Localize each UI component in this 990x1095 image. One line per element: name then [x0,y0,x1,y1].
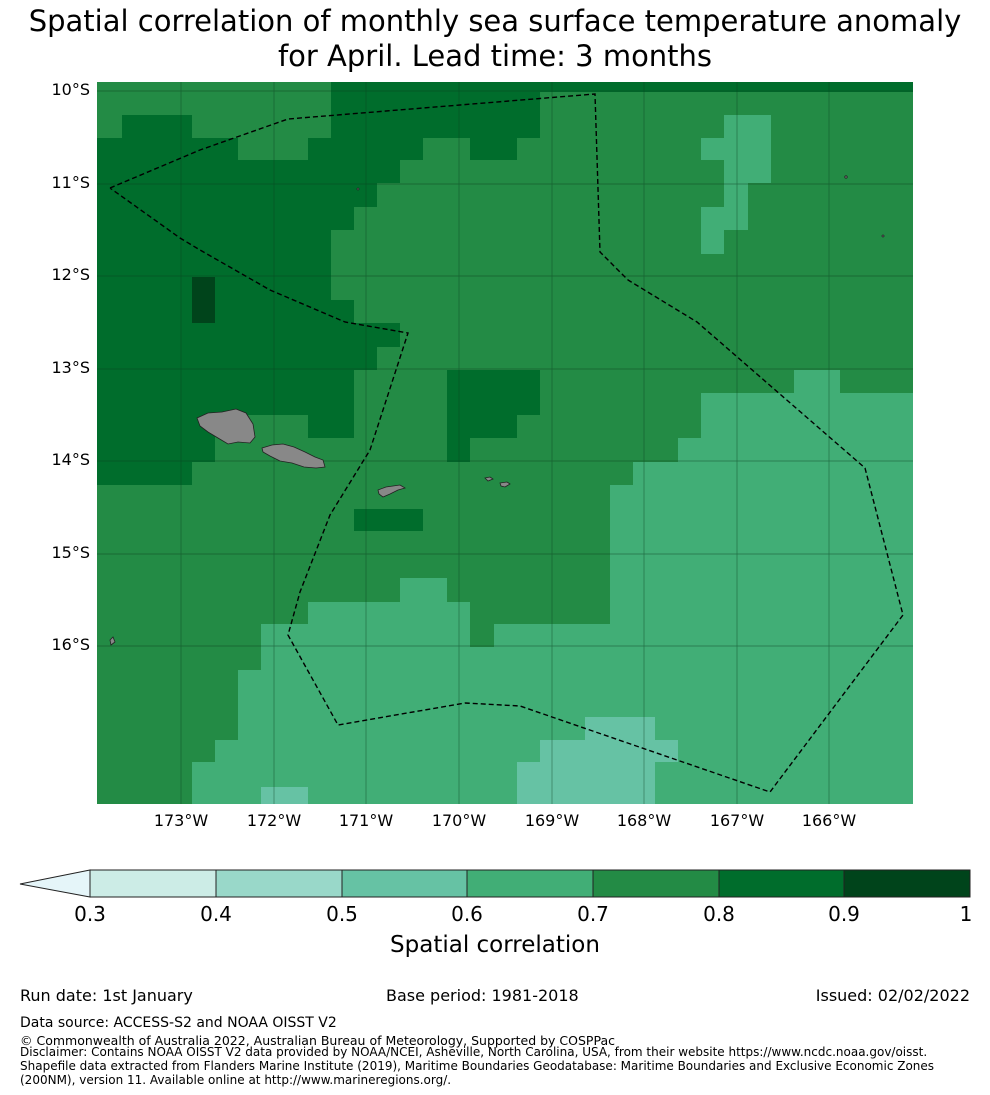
colorbar-tick-1: 1 [959,902,973,926]
colorbar-extend-arrow [19,869,91,898]
lat-label-16s: 16°S [51,635,90,654]
wallis-islet [109,636,116,646]
disclaimer: Disclaimer: Contains NOAA OISST V2 data … [20,1045,935,1087]
swains-island [356,187,360,191]
lon-label-170w: 170°W [431,811,487,830]
colorbar-bin-3 [341,869,468,898]
lon-label-169w: 169°W [524,811,580,830]
manua-island-1 [484,476,494,482]
lon-label-168w: 168°W [616,811,672,830]
lat-label-13s: 13°S [51,358,90,377]
colorbar-bin-1 [89,869,217,898]
title-line-2: for April. Lead time: 3 months [277,39,713,73]
colorbar-tick-0.7: 0.7 [577,902,609,926]
lat-label-11s: 11°S [51,173,90,192]
correlation-zone-0.6-0.7 [97,115,913,804]
colorbar-tick-0.3: 0.3 [74,902,106,926]
correlation-zone-0.9-1 [192,277,215,323]
colorbar [19,869,971,898]
colorbar-tick-0.9: 0.9 [828,902,860,926]
copyright: © Commonwealth of Australia 2022, Austra… [20,1033,615,1048]
lon-label-167w: 167°W [709,811,765,830]
tutuila-island [377,484,406,498]
correlation-zone-0.7-0.8-southwest [97,647,261,804]
lat-label-14s: 14°S [51,450,90,469]
colorbar-bin-2 [215,869,343,898]
title-line-1: Spatial correlation of monthly sea surfa… [28,4,962,38]
savaii-island [196,408,256,445]
map-gridlines [97,82,913,804]
colorbar-tick-0.4: 0.4 [200,902,232,926]
upolu-island [261,443,326,469]
issued-date: Issued: 02/02/2022 [815,986,970,1005]
eez-boundary [109,93,904,793]
lat-label-15s: 15°S [51,543,90,562]
map-title: Spatial correlation of monthly sea surfa… [0,4,990,74]
lon-label-173w: 173°W [153,811,209,830]
correlation-zone-0.5-0.6 [261,717,678,804]
colorbar-bin-6 [718,869,845,898]
manua-island-2 [499,481,511,488]
lon-label-172w: 172°W [246,811,302,830]
lat-label-10s: 10°S [51,80,90,99]
run-date: Run date: 1st January [20,986,193,1005]
lon-label-166w: 166°W [801,811,857,830]
correlation-zone-0.8-0.9 [97,82,913,531]
colorbar-bin-5 [592,869,720,898]
colorbar-tick-0.5: 0.5 [326,902,358,926]
colorbar-tick-0.8: 0.8 [703,902,735,926]
lat-label-12s: 12°S [51,265,90,284]
base-period: Base period: 1981-2018 [386,986,579,1005]
colorbar-tick-0.6: 0.6 [451,902,483,926]
land-islands [109,175,885,646]
tokelau-islet-1 [844,175,848,179]
colorbar-label: Spatial correlation [390,932,600,958]
lon-label-171w: 171°W [338,811,394,830]
colorbar-bin-4 [466,869,594,898]
colorbar-bin-7 [843,869,971,898]
data-source: Data source: ACCESS-S2 and NOAA OISST V2 [20,1015,337,1031]
tokelau-islet-2 [881,234,885,238]
